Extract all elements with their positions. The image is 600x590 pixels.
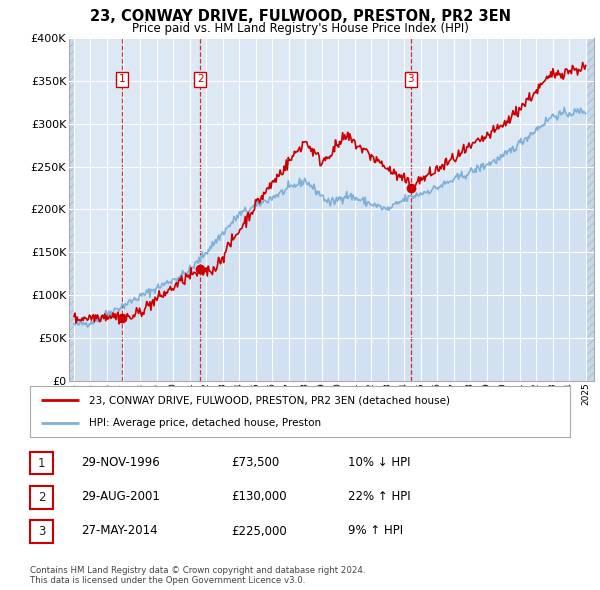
Bar <box>69 38 74 381</box>
Text: 3: 3 <box>38 525 45 538</box>
Text: 9% ↑ HPI: 9% ↑ HPI <box>348 525 403 537</box>
Text: 23, CONWAY DRIVE, FULWOOD, PRESTON, PR2 3EN: 23, CONWAY DRIVE, FULWOOD, PRESTON, PR2 … <box>89 9 511 24</box>
Bar <box>586 38 594 381</box>
Text: 27-MAY-2014: 27-MAY-2014 <box>81 525 158 537</box>
Text: £73,500: £73,500 <box>231 456 279 469</box>
Text: Price paid vs. HM Land Registry's House Price Index (HPI): Price paid vs. HM Land Registry's House … <box>131 22 469 35</box>
Text: 1: 1 <box>119 74 125 84</box>
Text: 22% ↑ HPI: 22% ↑ HPI <box>348 490 410 503</box>
Text: Contains HM Land Registry data © Crown copyright and database right 2024.
This d: Contains HM Land Registry data © Crown c… <box>30 566 365 585</box>
Text: 29-AUG-2001: 29-AUG-2001 <box>81 490 160 503</box>
Text: HPI: Average price, detached house, Preston: HPI: Average price, detached house, Pres… <box>89 418 322 428</box>
Text: 23, CONWAY DRIVE, FULWOOD, PRESTON, PR2 3EN (detached house): 23, CONWAY DRIVE, FULWOOD, PRESTON, PR2 … <box>89 395 451 405</box>
Text: £130,000: £130,000 <box>231 490 287 503</box>
Text: 1: 1 <box>38 457 45 470</box>
Text: £225,000: £225,000 <box>231 525 287 537</box>
Text: 2: 2 <box>38 491 45 504</box>
Text: 10% ↓ HPI: 10% ↓ HPI <box>348 456 410 469</box>
Text: 29-NOV-1996: 29-NOV-1996 <box>81 456 160 469</box>
Text: 3: 3 <box>407 74 414 84</box>
Text: 2: 2 <box>197 74 204 84</box>
